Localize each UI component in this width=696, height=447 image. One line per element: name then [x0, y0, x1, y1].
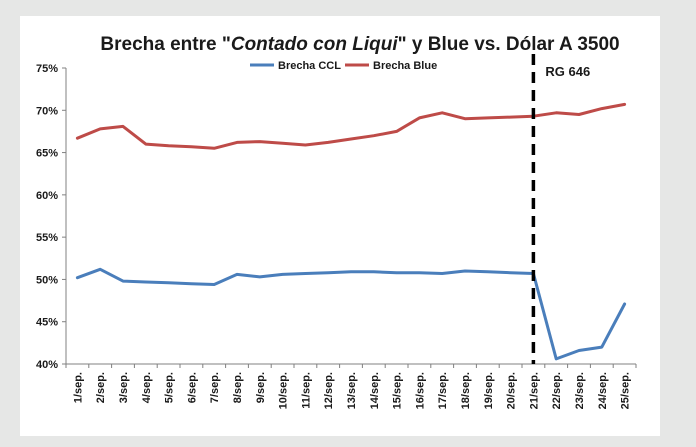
x-tick-label: 8/sep. — [232, 372, 244, 403]
y-tick-label: 40% — [36, 359, 58, 371]
x-tick-labels: 1/sep. 2/sep. 3/sep. 4/sep. 5/sep. 6/sep. 7/se… — [65, 364, 637, 409]
x-tick-label: 3/sep. — [118, 372, 130, 403]
annotation-label: RG 646 — [545, 64, 590, 79]
x-tick-label: 18/sep. — [460, 372, 472, 409]
x-tick-label: 12/sep. — [323, 372, 335, 409]
x-tick-label: 2/sep. — [95, 372, 107, 403]
x-tick-label: 20/sep. — [506, 372, 518, 409]
x-tick-label: 22/sep. — [551, 372, 563, 409]
x-tick-label: 16/sep. — [414, 372, 426, 409]
x-tick-label: 15/sep. — [392, 372, 404, 409]
y-tick-label: 75% — [36, 63, 58, 75]
x-tick-label: 14/sep. — [369, 372, 381, 409]
rg646-annotation: RG 646 — [531, 54, 590, 364]
y-tick-labels: 40% 45% 50% 55% 60% 65% 70% 75% — [36, 63, 66, 371]
x-tick-label: 11/sep. — [300, 372, 312, 409]
y-tick-label: 65% — [36, 148, 58, 160]
chart-title-part-2: Contado con Liqui — [231, 34, 398, 55]
x-tick-label: 10/sep. — [278, 372, 290, 409]
legend-label: Brecha Blue — [373, 60, 437, 72]
y-tick-label: 60% — [36, 190, 58, 202]
y-tick-label: 50% — [36, 274, 58, 286]
x-tick-label: 19/sep. — [483, 372, 495, 409]
x-tick-label: 13/sep. — [346, 372, 358, 409]
series-line-blue — [75, 102, 627, 150]
x-tick-label: 17/sep. — [437, 372, 449, 409]
legend-label: Brecha CCL — [278, 60, 341, 72]
y-tick-label: 45% — [36, 317, 58, 329]
x-tick-label: 24/sep. — [597, 372, 609, 409]
y-tick-label: 55% — [36, 232, 58, 244]
chart-title: Brecha entre "Contado con Liqui" y Blue … — [100, 34, 619, 55]
legend: Brecha CCL Brecha Blue — [250, 60, 437, 72]
chart-panel: Brecha entre "Contado con Liqui" y Blue … — [20, 16, 660, 436]
x-tick-label: 5/sep. — [164, 372, 176, 403]
series-line-ccl — [75, 267, 627, 361]
axes — [65, 68, 636, 365]
series-lines — [75, 102, 627, 361]
x-tick-label: 1/sep. — [72, 372, 84, 403]
line-chart: Brecha entre "Contado con Liqui" y Blue … — [36, 34, 637, 409]
x-tick-label: 23/sep. — [574, 372, 586, 409]
chart-title-part-3: " y Blue vs. Dólar A 3500 — [398, 34, 620, 55]
x-tick-label: 9/sep. — [255, 372, 267, 403]
chart-title-part-1: Brecha entre " — [100, 34, 230, 55]
x-tick-label: 21/sep. — [528, 372, 540, 409]
x-tick-label: 25/sep. — [620, 372, 632, 409]
x-tick-label: 6/sep. — [186, 372, 198, 403]
x-tick-label: 4/sep. — [141, 372, 153, 403]
x-tick-label: 7/sep. — [209, 372, 221, 403]
y-tick-label: 70% — [36, 105, 58, 117]
